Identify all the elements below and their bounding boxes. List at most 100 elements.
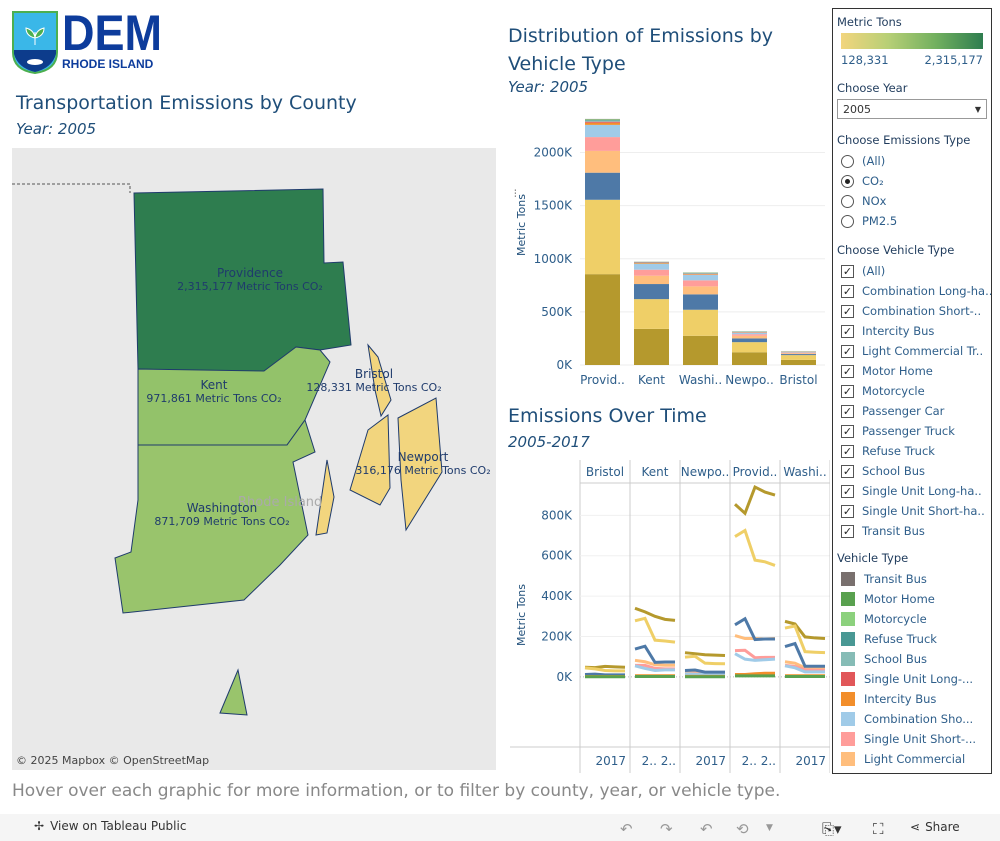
emissions-option[interactable]: NOx: [833, 191, 991, 211]
bar-segment[interactable]: [683, 274, 718, 275]
bar-segment[interactable]: [683, 294, 718, 310]
series-line[interactable]: [784, 641, 825, 668]
bar-segment[interactable]: [585, 172, 620, 200]
bar-segment[interactable]: [585, 137, 620, 151]
series-line[interactable]: [634, 606, 676, 622]
series-line[interactable]: [734, 616, 775, 642]
vehicle-legend-item[interactable]: Single Unit Long-...: [833, 669, 991, 689]
checkbox-icon[interactable]: ✓: [841, 304, 854, 318]
newport-conanicut[interactable]: [349, 414, 391, 506]
bar-segment[interactable]: [732, 342, 767, 353]
revert-icon[interactable]: ↶: [700, 820, 713, 838]
vehicle-option[interactable]: ✓ Motorcycle: [841, 384, 925, 398]
download-icon[interactable]: ⎘▾: [822, 820, 842, 838]
bar-segment[interactable]: [683, 274, 718, 281]
checkbox-icon[interactable]: ✓: [841, 444, 854, 458]
series-line[interactable]: [784, 624, 826, 655]
bar-segment[interactable]: [683, 286, 718, 295]
bar-segment[interactable]: [585, 119, 620, 121]
checkbox-icon[interactable]: ✓: [841, 344, 854, 358]
checkbox-icon[interactable]: ✓: [841, 384, 854, 398]
series-line[interactable]: [684, 651, 726, 658]
checkbox-icon[interactable]: ✓: [841, 284, 854, 298]
series-line[interactable]: [734, 652, 776, 662]
bar-segment[interactable]: [732, 334, 767, 336]
emissions-option[interactable]: PM2.5: [833, 211, 991, 231]
series-line[interactable]: [734, 648, 775, 660]
bar-segment[interactable]: [634, 263, 669, 270]
vehicle-legend-item[interactable]: Motorcycle: [833, 609, 991, 629]
refresh-dropdown-icon[interactable]: ▼: [766, 823, 773, 833]
bar-segment[interactable]: [732, 335, 767, 339]
vehicle-option[interactable]: ✓ Passenger Truck: [841, 424, 955, 438]
series-line[interactable]: [634, 616, 676, 644]
bar-segment[interactable]: [683, 309, 718, 336]
bar-segment[interactable]: [781, 353, 816, 355]
vehicle-option[interactable]: ✓ Refuse Truck: [841, 444, 935, 458]
bar-segment[interactable]: [585, 120, 620, 122]
bar-segment[interactable]: [585, 274, 620, 365]
redo-icon[interactable]: ↷: [660, 820, 673, 838]
vehicle-option[interactable]: ✓ Combination Short-..: [841, 304, 982, 318]
bar-segment[interactable]: [634, 263, 669, 264]
bar-segment[interactable]: [781, 354, 816, 356]
bar-chart[interactable]: 0K 500K 1000K 1500K 2000K Metric Tons⫶ Provid.…: [500, 100, 830, 395]
checkbox-icon[interactable]: ✓: [841, 324, 854, 338]
bar-segment[interactable]: [683, 280, 718, 287]
checkbox-icon[interactable]: ✓: [841, 404, 854, 418]
bar-segment[interactable]: [634, 284, 669, 300]
series-line[interactable]: [634, 658, 675, 667]
series-line[interactable]: [734, 528, 776, 567]
county-washington[interactable]: [114, 418, 316, 614]
series-line[interactable]: [634, 664, 675, 672]
county-map[interactable]: Rhode Island Providence 2,315,177 Metric …: [12, 148, 496, 770]
view-on-tableau-button[interactable]: ✢ View on Tableau Public: [34, 819, 187, 833]
bar-segment[interactable]: [634, 269, 669, 276]
checkbox-icon[interactable]: ✓: [841, 364, 854, 378]
map-attribution[interactable]: © 2025 Mapbox © OpenStreetMap: [16, 754, 210, 767]
emissions-option[interactable]: (All): [833, 151, 991, 171]
radio-icon[interactable]: [841, 194, 854, 208]
bar-segment[interactable]: [781, 359, 816, 365]
bar-segment[interactable]: [732, 338, 767, 343]
radio-icon[interactable]: [841, 154, 854, 168]
vehicle-legend-item[interactable]: School Bus: [833, 649, 991, 669]
bar-segment[interactable]: [585, 121, 620, 123]
checkbox-icon[interactable]: ✓: [841, 484, 854, 498]
series-line[interactable]: [684, 654, 726, 666]
bar-segment[interactable]: [585, 150, 620, 173]
series-line[interactable]: [784, 664, 825, 674]
vehicle-option[interactable]: ✓ Single Unit Long-ha..: [841, 484, 982, 498]
bar-segment[interactable]: [732, 352, 767, 365]
bar-segment[interactable]: [634, 275, 669, 285]
emissions-option[interactable]: CO₂: [833, 171, 991, 191]
vehicle-option[interactable]: ✓ Intercity Bus: [841, 324, 935, 338]
radio-icon[interactable]: [841, 174, 854, 188]
bar-segment[interactable]: [634, 328, 669, 365]
series-line[interactable]: [684, 668, 725, 674]
series-line[interactable]: [784, 660, 825, 670]
radio-icon[interactable]: [841, 214, 854, 228]
vehicle-option[interactable]: ✓ Light Commercial Tr..: [841, 344, 984, 358]
bar-segment[interactable]: [683, 335, 718, 365]
county-bristol[interactable]: [367, 343, 392, 418]
checkbox-icon[interactable]: ✓: [841, 264, 854, 278]
refresh-icon[interactable]: ⟲: [736, 820, 749, 838]
vehicle-option[interactable]: ✓ Passenger Car: [841, 404, 945, 418]
bar-segment[interactable]: [634, 299, 669, 329]
washington-block-island[interactable]: [219, 668, 248, 716]
vehicle-option[interactable]: ✓ Single Unit Short-ha..: [841, 504, 985, 518]
checkbox-icon[interactable]: ✓: [841, 424, 854, 438]
county-newport[interactable]: [397, 397, 443, 532]
series-line[interactable]: [584, 672, 625, 677]
vehicle-legend-item[interactable]: Intercity Bus: [833, 689, 991, 709]
bar-segment[interactable]: [732, 332, 767, 335]
fullscreen-icon[interactable]: ⛶: [873, 820, 884, 838]
year-dropdown[interactable]: 2005 ▼: [837, 99, 987, 119]
checkbox-icon[interactable]: ✓: [841, 524, 854, 538]
series-line[interactable]: [634, 644, 675, 664]
series-line[interactable]: [735, 671, 775, 676]
series-line[interactable]: [684, 672, 725, 676]
vehicle-legend-item[interactable]: Refuse Truck: [833, 629, 991, 649]
series-line[interactable]: [733, 484, 776, 516]
